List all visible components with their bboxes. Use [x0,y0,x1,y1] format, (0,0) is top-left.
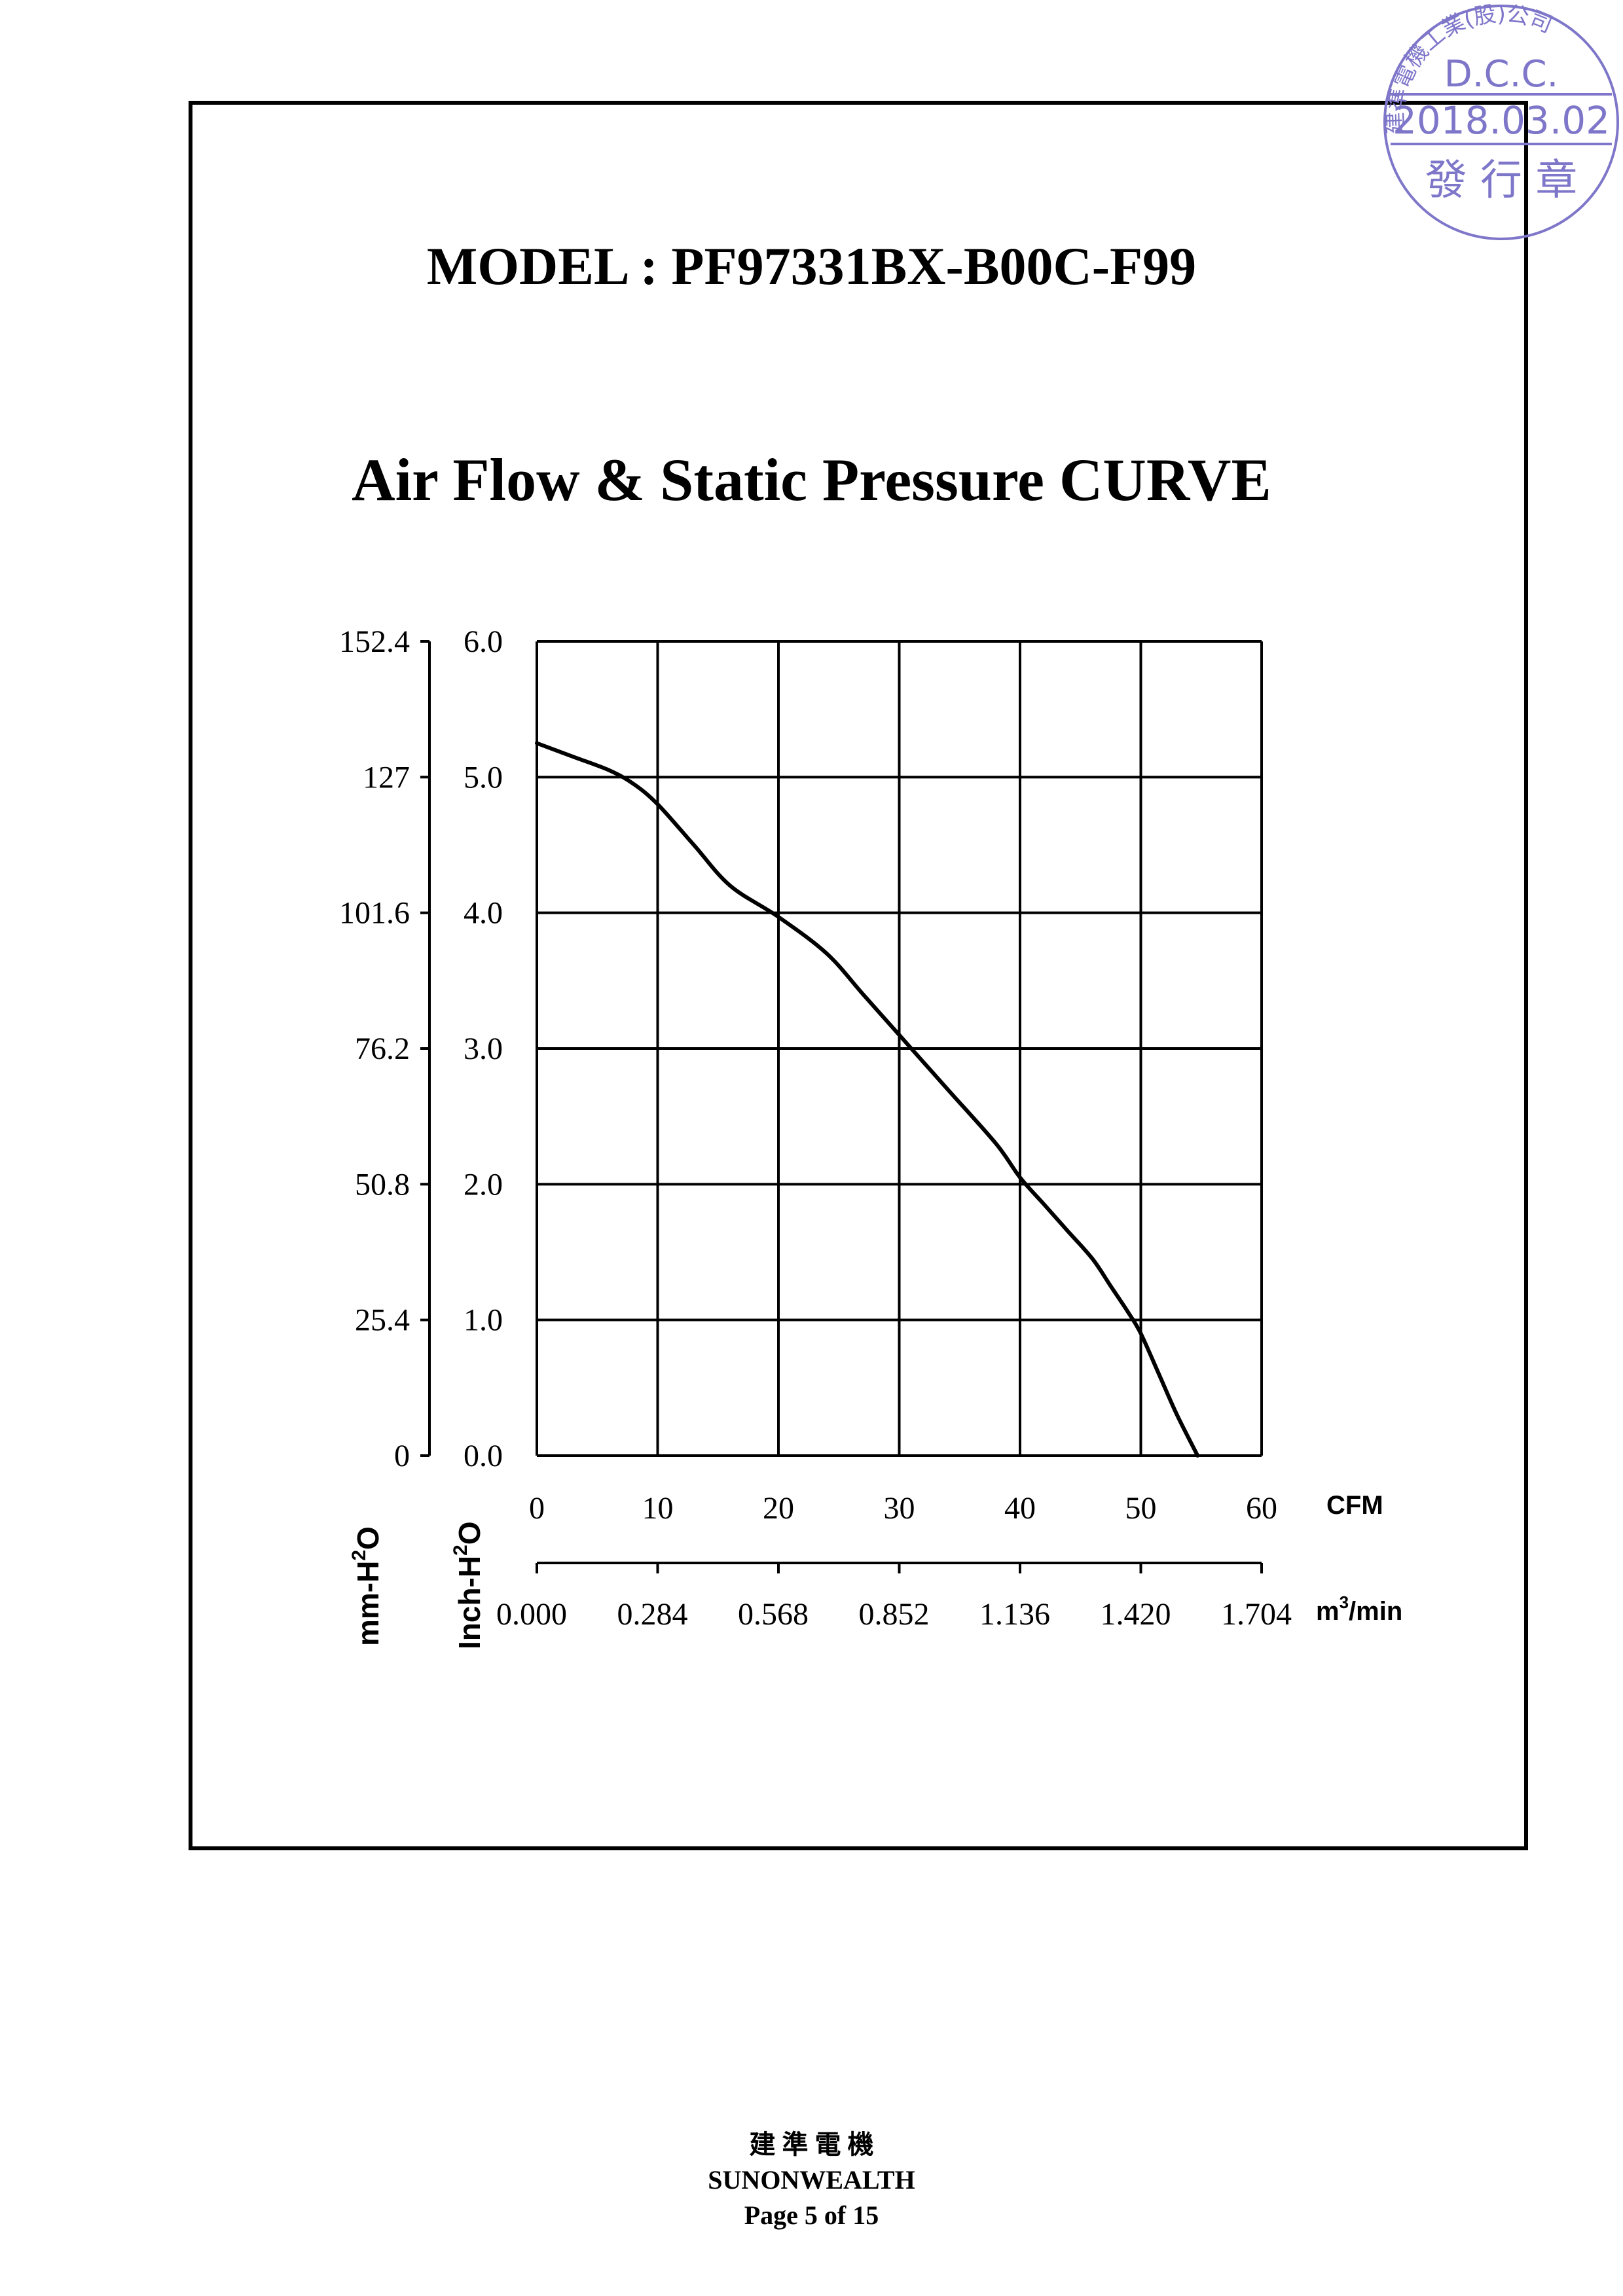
x-tick-label-m3min-5: 1.420 [1101,1597,1171,1632]
page-frame [189,101,1528,1850]
chart-axes [420,640,1263,1573]
y-tick-label-inch-0: 0.0 [464,1439,503,1473]
series-line-pressure-curve [535,741,1200,1458]
x-tick-label-m3min-0: 0.000 [496,1597,567,1632]
model-title: MODEL : PF97331BX-B00C-F99 [426,236,1197,296]
footer-company-en: SUNONWEALTH [708,2165,915,2195]
y-tick-label-inch-4: 4.0 [464,896,503,931]
y-tick-label-mm-1: 25.4 [355,1303,410,1338]
page-footer: 建 準 電 機 SUNONWEALTH Page 5 of 15 [0,2127,1623,2233]
footer-company-cn: 建 準 電 機 [749,2130,874,2159]
x-tick-label-m3min-4: 1.136 [979,1597,1050,1632]
x-tick-label-cfm-4: 40 [1004,1491,1036,1526]
y-tick-label-mm-0: 0 [394,1439,410,1473]
chart-title: Air Flow & Static Pressure CURVE [352,446,1271,513]
stamp-dept: D.C.C. [1444,53,1559,96]
x-tick-label-m3min-1: 0.284 [617,1597,688,1632]
chart-tick-labels: 0.0 1.0 2.0 3.0 4.0 5.0 6.0 0 25.4 50.8 76.2 101.6 1… [339,624,1292,1632]
y-tick-label-mm-3: 76.2 [355,1031,410,1066]
approval-stamp: 建準電機工業(股)公司 D.C.C. 2018.03.02 發 行 章 [1382,1,1619,240]
y-tick-label-inch-3: 3.0 [464,1031,503,1066]
x-tick-label-m3min-6: 1.704 [1221,1597,1292,1632]
y-unit-inch-h2o: Inch-H2O [450,1521,486,1649]
airflow-pressure-chart: 0.0 1.0 2.0 3.0 4.0 5.0 6.0 0 25.4 50.8 76.2 101.6 1… [339,624,1402,1649]
y-tick-label-mm-6: 152.4 [339,624,410,659]
y-tick-label-mm-5: 127 [363,760,410,795]
x-unit-m3min: m3/min [1316,1592,1402,1626]
y-tick-label-inch-6: 6.0 [464,624,503,659]
stamp-label: 發 行 章 [1425,156,1578,205]
x-tick-label-m3min-3: 0.852 [859,1597,930,1632]
x-tick-label-m3min-2: 0.568 [738,1597,809,1632]
x-tick-label-cfm-2: 20 [763,1491,794,1526]
x-tick-label-cfm-0: 0 [529,1491,545,1526]
x-tick-label-cfm-6: 60 [1246,1491,1277,1526]
x-tick-label-cfm-1: 10 [642,1491,674,1526]
y-tick-label-mm-4: 101.6 [339,896,410,931]
chart-grid [536,640,1263,1457]
footer-page-number: Page 5 of 15 [744,2200,879,2230]
x-unit-cfm: CFM [1326,1491,1383,1520]
x-tick-label-cfm-3: 30 [884,1491,915,1526]
y-tick-label-inch-2: 2.0 [464,1167,503,1202]
y-tick-label-inch-1: 1.0 [464,1303,503,1338]
x-tick-label-cfm-5: 50 [1125,1491,1157,1526]
y-tick-label-inch-5: 5.0 [464,760,503,795]
y-unit-mm-h2o: mm-H2O [348,1526,385,1646]
y-tick-label-mm-2: 50.8 [355,1167,410,1202]
stamp-date: 2018.03.02 [1393,98,1610,143]
